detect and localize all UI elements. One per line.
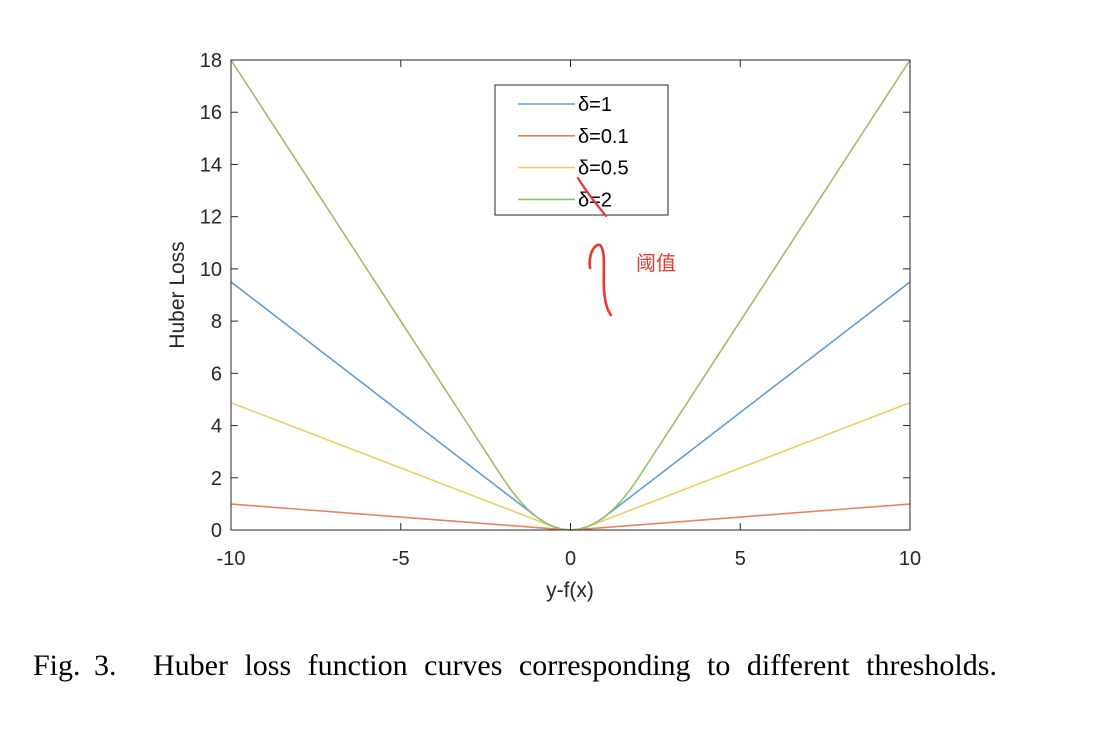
legend-entry-delta-0-5: δ=0.5 <box>518 158 629 180</box>
y-tick-label: 4 <box>211 416 222 438</box>
legend-label: δ=0.1 <box>578 126 629 148</box>
caption-label: Fig. 3. <box>33 649 117 682</box>
caption-text: Huber loss function curves corresponding… <box>153 649 997 682</box>
x-axis-label: y-f(x) <box>546 579 594 602</box>
x-tick-label: -5 <box>392 548 410 570</box>
handwritten-strike-mark <box>576 176 608 218</box>
y-tick-label: 8 <box>211 311 222 333</box>
legend: δ=1 δ=0.1 δ=0.5 δ=2 <box>494 84 669 216</box>
handwritten-annotation: 阈值 <box>576 176 676 317</box>
legend-label: δ=1 <box>578 94 612 116</box>
legend-label: δ=2 <box>578 189 612 211</box>
y-tick-label: 10 <box>200 259 222 281</box>
x-tick-label: 10 <box>899 548 921 570</box>
legend-box <box>494 84 669 216</box>
annotation-text: 阈值 <box>636 251 676 275</box>
y-tick-label: 14 <box>200 154 222 176</box>
y-axis-label: Huber Loss <box>166 241 189 348</box>
y-tick-label: 0 <box>211 520 222 542</box>
legend-entry-delta-2: δ=2 <box>518 189 612 211</box>
axis-ticks: -10 -5 0 5 10 0 2 4 6 8 10 12 14 16 18 <box>200 50 921 570</box>
x-tick-label: -10 <box>217 548 246 570</box>
y-tick-label: 18 <box>200 50 222 72</box>
y-tick-label: 6 <box>211 363 222 385</box>
legend-entry-delta-0-1: δ=0.1 <box>518 126 629 148</box>
y-tick-label: 2 <box>211 468 222 490</box>
x-tick-label: 0 <box>565 548 576 570</box>
y-tick-label: 16 <box>200 102 222 124</box>
handwritten-arrow-mark <box>588 243 613 317</box>
figure-caption: Fig. 3. Huber loss function curves corres… <box>33 649 997 683</box>
y-tick-label: 12 <box>200 207 222 229</box>
legend-entry-delta-1: δ=1 <box>518 94 612 116</box>
x-tick-label: 5 <box>735 548 746 570</box>
legend-entries: δ=1 δ=0.1 δ=0.5 δ=2 <box>518 94 629 211</box>
legend-label: δ=0.5 <box>578 158 629 180</box>
